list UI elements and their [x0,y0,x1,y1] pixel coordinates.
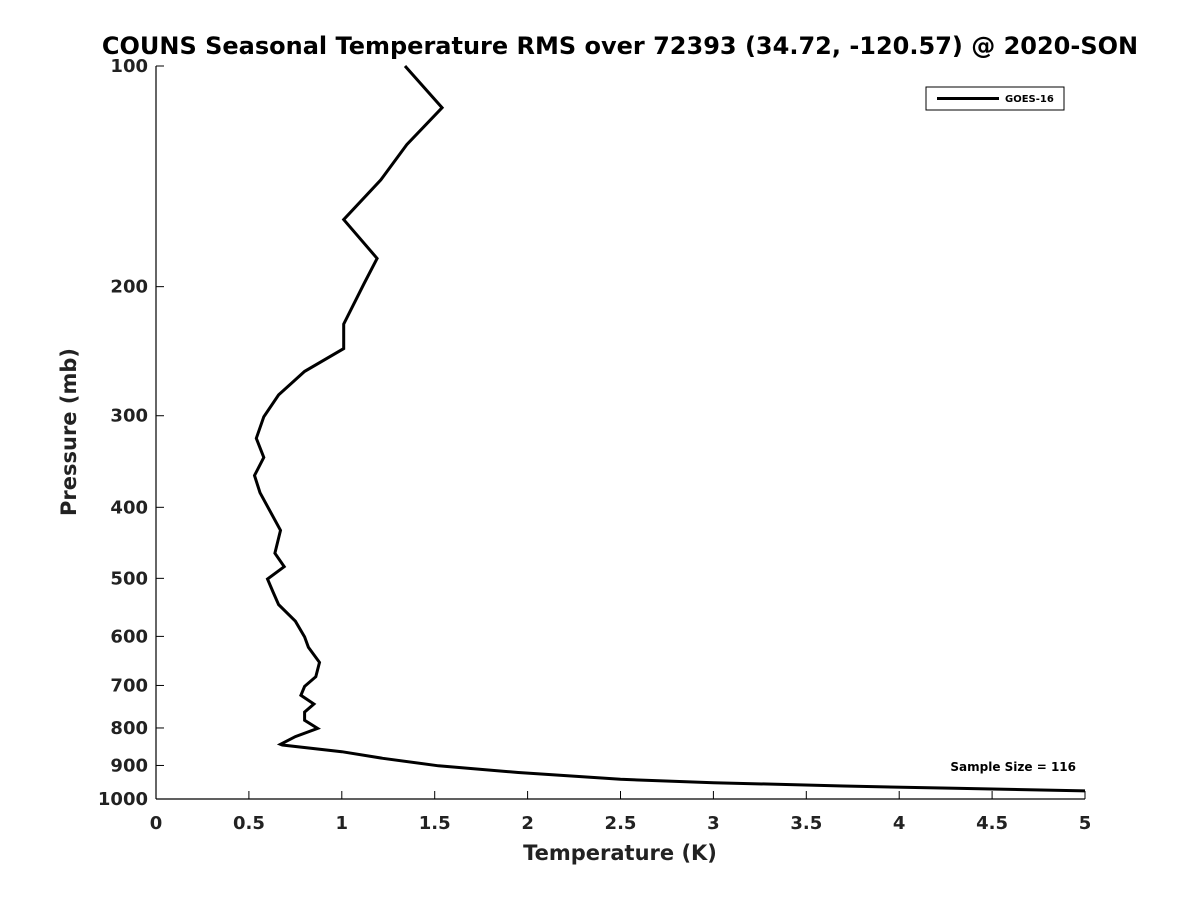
y-tick-label: 600 [110,626,148,647]
x-tick-label: 1 [336,813,349,834]
series-layer [252,65,1086,793]
x-axis-label: Temperature (K) [523,841,717,865]
x-tick-label: 4.5 [976,813,1008,834]
x-tick-label: 0 [150,813,163,834]
chart-title: COUNS Seasonal Temperature RMS over 7239… [102,32,1138,60]
x-tick-label: 2 [521,813,534,834]
x-tick-label: 1.5 [419,813,451,834]
y-tick-label: 200 [110,277,148,298]
y-tick-label: 500 [110,568,148,589]
y-tick-label: 800 [110,718,148,739]
sample-size-annotation: Sample Size = 116 [950,760,1076,774]
x-tick-label: 3.5 [790,813,822,834]
y-tick-label: 900 [110,755,148,776]
legend: GOES-16 [925,86,1065,111]
y-ticks: 100 200 300 400 500 600 700 800 900 1000 [98,56,164,810]
x-tick-label: 5 [1079,813,1092,834]
x-tick-label: 0.5 [233,813,265,834]
y-axis-label: Pressure (mb) [57,348,81,516]
x-tick-label: 3 [707,813,720,834]
x-tick-label: 4 [893,813,906,834]
y-tick-label: 300 [110,406,148,427]
y-tick-label: 400 [110,497,148,518]
x-tick-label: 2.5 [605,813,637,834]
y-tick-label: 700 [110,675,148,696]
plot-area [155,66,1085,800]
y-tick-label: 100 [110,56,148,77]
legend-label-goes-16: GOES-16 [1005,94,1054,105]
series-line-goes-16 [252,65,1086,793]
x-ticks: 0 0.5 1 1.5 2 2.5 3 3.5 4 4.5 5 [150,791,1092,834]
y-tick-label: 1000 [98,789,148,810]
